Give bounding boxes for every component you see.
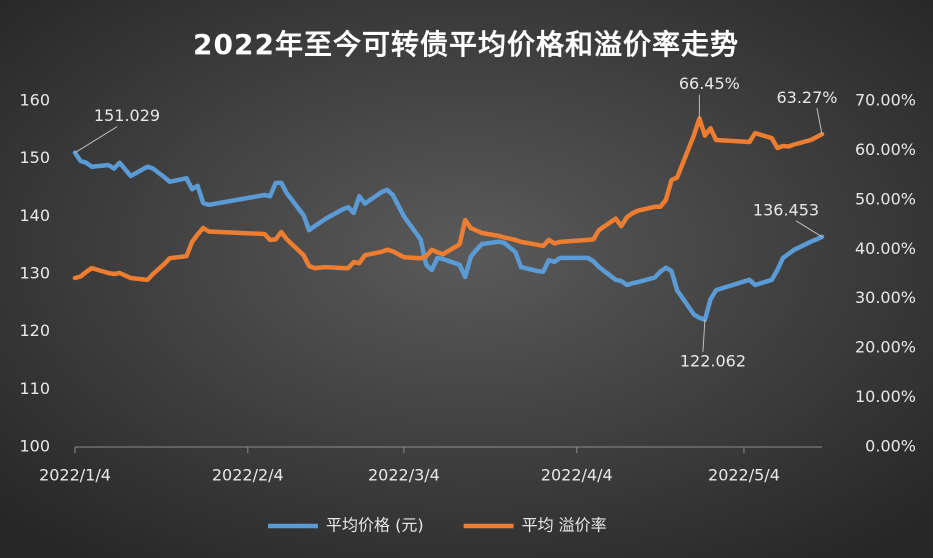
y2-tick-label: 20.00% — [855, 338, 916, 357]
y2-tick-label: 10.00% — [855, 387, 916, 406]
y2-tick-label: 30.00% — [855, 288, 916, 307]
leader-line — [816, 108, 823, 135]
leader-line — [702, 319, 706, 352]
y-tick-label: 120 — [19, 321, 50, 340]
y2-tick-label: 0.00% — [865, 437, 916, 456]
x-tick-label: 2022/5/4 — [708, 466, 780, 485]
chart-title: 2022年至今可转债平均价格和溢价率走势 — [193, 28, 739, 61]
data-label: 66.45% — [679, 74, 740, 93]
series-line — [72, 116, 825, 283]
data-label: 122.062 — [680, 351, 746, 370]
series-line — [72, 150, 825, 323]
leader-line — [74, 126, 118, 154]
legend-label: 平均 溢价率 — [522, 516, 607, 535]
y-tick-label: 130 — [19, 264, 50, 283]
data-label: 136.453 — [753, 200, 819, 219]
y2-tick-label: 60.00% — [855, 140, 916, 159]
y-tick-label: 110 — [19, 379, 50, 398]
y2-tick-label: 50.00% — [855, 189, 916, 208]
x-tick-label: 2022/4/4 — [541, 466, 613, 485]
y-tick-label: 140 — [19, 206, 50, 225]
x-tick-label: 2022/2/4 — [212, 466, 284, 485]
y-tick-label: 160 — [19, 91, 50, 110]
leader-line — [795, 220, 823, 238]
y-tick-label: 150 — [19, 148, 50, 167]
data-label: 63.27% — [776, 88, 837, 107]
x-tick-label: 2022/1/4 — [39, 466, 111, 485]
data-label: 151.029 — [94, 106, 160, 125]
y2-tick-label: 40.00% — [855, 239, 916, 258]
y-tick-label: 100 — [19, 437, 50, 456]
legend-label: 平均价格 (元) — [326, 516, 424, 535]
y2-tick-label: 70.00% — [855, 91, 916, 110]
x-tick-label: 2022/3/4 — [368, 466, 440, 485]
